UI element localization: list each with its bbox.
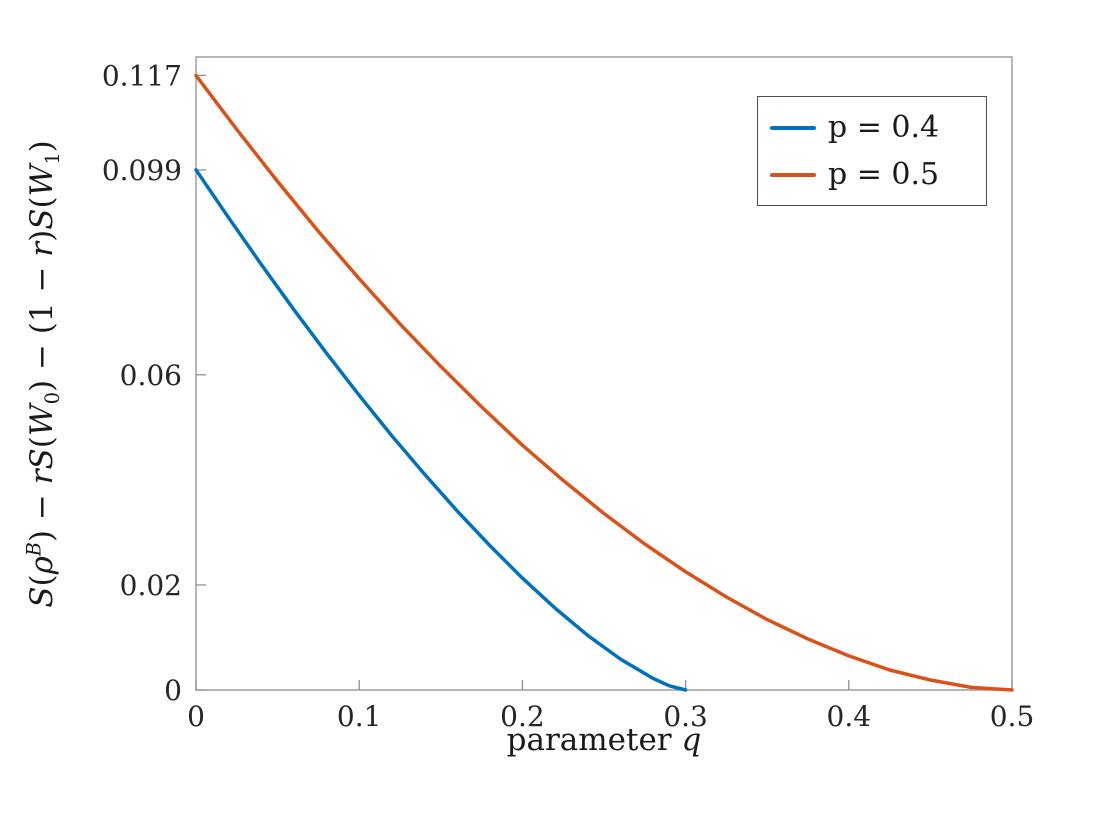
axis-label-part: B bbox=[22, 542, 46, 557]
y-axis-label: S(ρB) − rS(W0) − (1 − r)S(W1) bbox=[22, 140, 65, 608]
x-tick-label: 0.2 bbox=[500, 700, 545, 733]
axis-label-part: ) bbox=[24, 229, 60, 242]
axis-label-part: 1 bbox=[41, 152, 65, 165]
axis-label-part: 0 bbox=[41, 392, 65, 405]
axis-label-part: W bbox=[24, 404, 60, 437]
x-axis-label: parameter q bbox=[196, 722, 1012, 758]
axis-label-part: ρ bbox=[24, 556, 60, 575]
x-tick-label: 0.5 bbox=[990, 700, 1035, 733]
axis-label-part: ( bbox=[24, 574, 60, 587]
axis-label-part: S bbox=[24, 586, 60, 608]
axis-label-part: ( bbox=[24, 436, 60, 449]
axis-label-part: S bbox=[24, 208, 60, 230]
x-tick-label: 0.3 bbox=[663, 700, 708, 733]
legend-line-swatch bbox=[770, 125, 816, 130]
legend-entry: p = 0.4 bbox=[758, 107, 986, 148]
axis-label-part: ) bbox=[24, 529, 60, 543]
x-tick-label: 0.4 bbox=[827, 700, 872, 733]
axis-label-part: ) bbox=[24, 140, 60, 153]
curve-p=0.4 bbox=[194, 168, 688, 692]
x-tick-label: 0.1 bbox=[337, 700, 382, 733]
y-tick-label: 0.06 bbox=[120, 359, 182, 392]
axis-label-part: q bbox=[681, 722, 702, 758]
axis-label-part: W bbox=[24, 164, 60, 197]
plot-box bbox=[195, 56, 1013, 691]
y-tick-label: 0 bbox=[164, 674, 182, 707]
y-tick-label: 0.099 bbox=[102, 154, 182, 187]
legend-label: p = 0.4 bbox=[828, 110, 940, 145]
axis-label-part: rS bbox=[24, 448, 60, 485]
y-tick-label: 0.02 bbox=[120, 569, 182, 602]
legend: p = 0.4 p = 0.5 bbox=[757, 96, 987, 206]
axis-label-part: parameter bbox=[506, 722, 682, 758]
axis-label-part: r bbox=[24, 241, 60, 257]
legend-line-swatch bbox=[770, 172, 816, 177]
axis-label-part: ) bbox=[24, 379, 60, 393]
axis-label-part: − bbox=[24, 484, 60, 530]
x-tick-label: 0 bbox=[187, 700, 205, 733]
y-tick-label: 0.117 bbox=[102, 59, 182, 92]
curve-p=0.5 bbox=[194, 73, 1014, 692]
axis-label-part: − (1 − bbox=[24, 256, 60, 380]
legend-label: p = 0.5 bbox=[828, 157, 940, 192]
legend-entry: p = 0.5 bbox=[758, 154, 986, 195]
axis-label-part: ( bbox=[24, 196, 60, 209]
